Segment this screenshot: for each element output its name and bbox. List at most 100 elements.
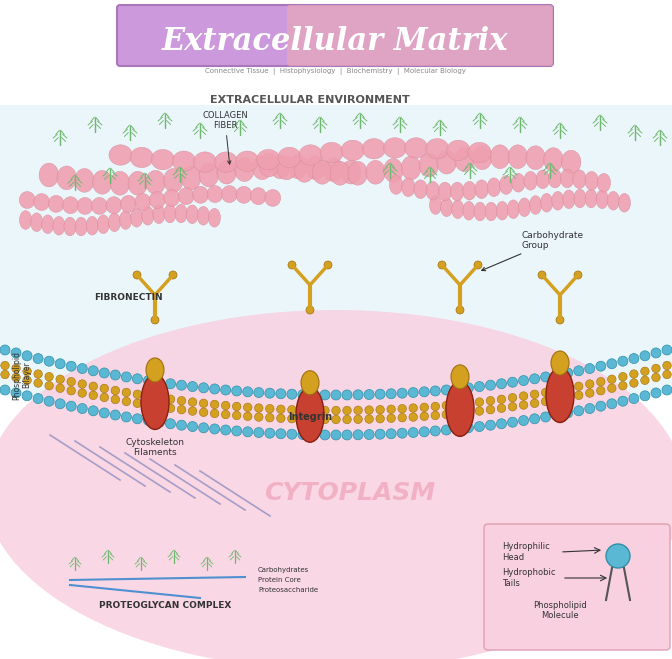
- Circle shape: [619, 372, 627, 381]
- Circle shape: [397, 428, 407, 438]
- Circle shape: [456, 306, 464, 314]
- Circle shape: [452, 384, 462, 394]
- Circle shape: [199, 383, 208, 393]
- Circle shape: [542, 397, 550, 406]
- Circle shape: [133, 271, 141, 279]
- Ellipse shape: [597, 173, 611, 192]
- FancyBboxPatch shape: [484, 524, 670, 650]
- Circle shape: [375, 429, 385, 439]
- Circle shape: [298, 415, 307, 423]
- Circle shape: [320, 390, 330, 400]
- Circle shape: [442, 425, 452, 435]
- Ellipse shape: [490, 145, 510, 169]
- Ellipse shape: [474, 202, 486, 221]
- Ellipse shape: [618, 193, 630, 212]
- Circle shape: [276, 389, 286, 399]
- Ellipse shape: [151, 150, 175, 170]
- Ellipse shape: [414, 180, 427, 198]
- Circle shape: [56, 375, 65, 384]
- Text: Hydrophobic
Tails: Hydrophobic Tails: [502, 568, 556, 588]
- Ellipse shape: [540, 193, 553, 212]
- Ellipse shape: [455, 148, 474, 171]
- Ellipse shape: [472, 146, 492, 169]
- Circle shape: [67, 378, 75, 386]
- Circle shape: [220, 425, 230, 435]
- Ellipse shape: [585, 171, 598, 190]
- Ellipse shape: [499, 176, 513, 194]
- Ellipse shape: [278, 147, 301, 167]
- Circle shape: [607, 384, 616, 393]
- Ellipse shape: [135, 194, 151, 211]
- Circle shape: [110, 370, 120, 380]
- Ellipse shape: [163, 169, 183, 192]
- Circle shape: [11, 348, 21, 358]
- Circle shape: [12, 373, 20, 382]
- Circle shape: [353, 390, 363, 400]
- Circle shape: [442, 411, 451, 418]
- Circle shape: [375, 389, 385, 399]
- Ellipse shape: [197, 206, 210, 225]
- Circle shape: [597, 378, 605, 386]
- Ellipse shape: [607, 191, 620, 210]
- Ellipse shape: [425, 138, 449, 159]
- Circle shape: [497, 404, 506, 413]
- Circle shape: [452, 424, 462, 434]
- Circle shape: [1, 361, 9, 370]
- Ellipse shape: [214, 152, 238, 172]
- Ellipse shape: [75, 217, 87, 236]
- Circle shape: [111, 395, 120, 404]
- Circle shape: [67, 401, 76, 411]
- Circle shape: [442, 401, 451, 410]
- Circle shape: [310, 415, 318, 424]
- Circle shape: [78, 389, 87, 397]
- Text: Proteosaccharide: Proteosaccharide: [258, 587, 318, 593]
- Circle shape: [662, 385, 672, 395]
- Ellipse shape: [296, 387, 324, 442]
- Circle shape: [143, 416, 153, 426]
- Ellipse shape: [75, 169, 94, 192]
- Circle shape: [122, 388, 130, 397]
- Circle shape: [288, 405, 296, 414]
- Text: PROTEOGLYCAN COMPLEX: PROTEOGLYCAN COMPLEX: [99, 601, 231, 610]
- Ellipse shape: [142, 206, 154, 225]
- Ellipse shape: [561, 150, 581, 174]
- Ellipse shape: [146, 358, 164, 382]
- Circle shape: [132, 414, 142, 424]
- Circle shape: [538, 271, 546, 279]
- Ellipse shape: [419, 153, 439, 177]
- Circle shape: [420, 403, 429, 412]
- Circle shape: [233, 402, 241, 411]
- Circle shape: [165, 379, 175, 389]
- Ellipse shape: [551, 351, 569, 375]
- Ellipse shape: [251, 188, 266, 205]
- Ellipse shape: [301, 371, 319, 395]
- Ellipse shape: [511, 173, 525, 192]
- Ellipse shape: [194, 152, 216, 172]
- Circle shape: [585, 403, 595, 414]
- Circle shape: [519, 376, 529, 386]
- Text: CYTOPLASM: CYTOPLASM: [264, 481, 435, 505]
- Circle shape: [386, 389, 396, 399]
- Ellipse shape: [48, 195, 64, 212]
- Ellipse shape: [53, 216, 65, 235]
- Circle shape: [474, 261, 482, 269]
- Ellipse shape: [146, 171, 165, 194]
- Circle shape: [133, 399, 142, 407]
- Circle shape: [151, 316, 159, 324]
- Ellipse shape: [299, 145, 322, 165]
- Circle shape: [552, 370, 562, 380]
- Circle shape: [155, 393, 164, 402]
- Ellipse shape: [450, 182, 464, 201]
- Circle shape: [497, 418, 507, 429]
- Circle shape: [144, 401, 153, 409]
- Circle shape: [419, 387, 429, 397]
- Circle shape: [431, 411, 439, 420]
- Circle shape: [298, 430, 308, 440]
- Ellipse shape: [193, 186, 208, 204]
- Circle shape: [144, 392, 153, 400]
- Circle shape: [464, 423, 473, 433]
- Ellipse shape: [544, 148, 563, 171]
- Circle shape: [597, 386, 605, 395]
- Circle shape: [541, 372, 550, 382]
- Circle shape: [556, 316, 564, 324]
